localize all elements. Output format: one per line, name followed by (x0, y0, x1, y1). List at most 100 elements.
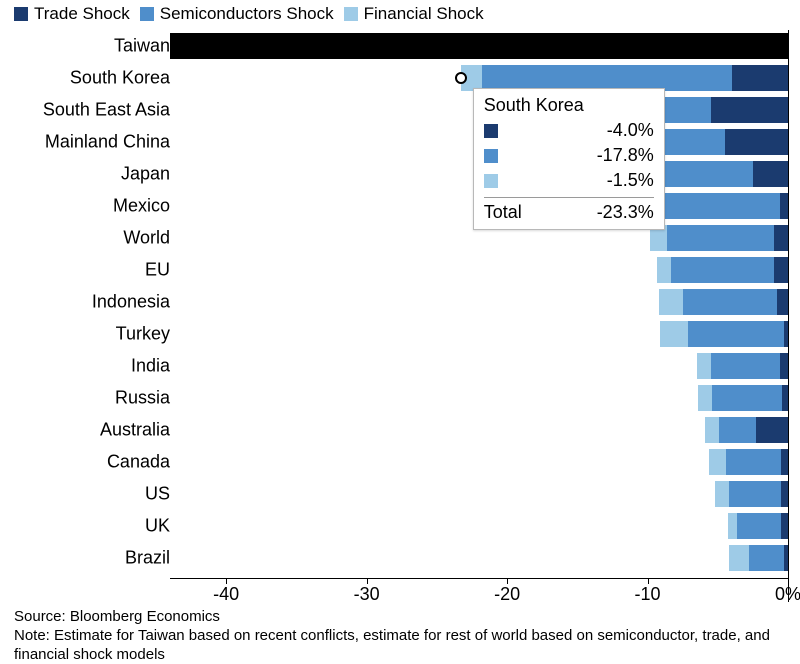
tooltip-swatch (484, 174, 498, 188)
bar-segment-semiconductors[interactable] (711, 353, 780, 379)
legend-label: Financial Shock (364, 4, 484, 24)
bar-segment-trade[interactable] (781, 513, 788, 539)
zero-baseline (788, 30, 789, 602)
tooltip-total: Total -23.3% (474, 198, 664, 229)
category-label: Canada (107, 452, 170, 473)
x-tick-label: -40 (213, 584, 239, 605)
category-label: Mexico (113, 196, 170, 217)
tooltip-title: South Korea (474, 89, 664, 118)
bar-segment-semiconductors[interactable] (683, 289, 777, 315)
bar-segment-financial[interactable] (705, 417, 719, 443)
tooltip-row: -4.0% (474, 118, 664, 143)
plot-area: Taiwan South Korea South East Asia Mainland… (0, 30, 800, 592)
bar-row: South East Asia (0, 94, 800, 126)
bar-row: EU (0, 254, 800, 286)
tooltip-swatch (484, 149, 498, 163)
bar-segment-trade[interactable] (780, 193, 788, 219)
bar-segment-semiconductors[interactable] (719, 417, 756, 443)
bar-segment-semiconductors[interactable] (688, 321, 784, 347)
category-label: EU (145, 260, 170, 281)
bar-row: Australia (0, 414, 800, 446)
bar-row: Mexico (0, 190, 800, 222)
bar-segment-trade[interactable] (711, 97, 788, 123)
bar-segment-semiconductors[interactable] (667, 225, 774, 251)
x-tick-label: -30 (354, 584, 380, 605)
tooltip-box: South Korea-4.0% -17.8% -1.5% Total -23.3% (473, 88, 665, 230)
bar-segment-trade[interactable] (780, 353, 788, 379)
bar-segment-trade[interactable] (756, 417, 788, 443)
bar-segment-trade[interactable] (753, 161, 788, 187)
bar-row: Taiwan (0, 30, 800, 62)
bar-segment-trade[interactable] (732, 65, 788, 91)
bar-segment-trade[interactable] (725, 129, 788, 155)
legend-label: Semiconductors Shock (160, 4, 334, 24)
category-label: Russia (115, 388, 170, 409)
tooltip-value: -1.5% (508, 170, 654, 191)
bar-segment-semiconductors[interactable] (729, 481, 781, 507)
bar-row: South Korea (0, 62, 800, 94)
bar-row: Mainland China (0, 126, 800, 158)
category-label: Taiwan (114, 36, 170, 57)
x-axis-line (170, 578, 788, 579)
bar-row: Russia (0, 382, 800, 414)
x-tick-label: -10 (635, 584, 661, 605)
bar-row: UK (0, 510, 800, 542)
bar-segment-financial[interactable] (729, 545, 749, 571)
bar-segment-financial[interactable] (728, 513, 738, 539)
chart-footer: Source: Bloomberg Economics Note: Estima… (14, 608, 786, 664)
legend-label: Trade Shock (34, 4, 130, 24)
legend-swatch (344, 7, 358, 21)
bar-segment-financial[interactable] (659, 289, 683, 315)
legend-item: Semiconductors Shock (140, 4, 334, 24)
bar-segment-financial[interactable] (660, 321, 688, 347)
legend-item: Financial Shock (344, 4, 484, 24)
bar-segment-semiconductors[interactable] (712, 385, 782, 411)
bar-segment-financial[interactable] (715, 481, 729, 507)
bar-segment-semiconductors[interactable] (671, 257, 774, 283)
tooltip-total-label: Total (484, 202, 522, 223)
category-label: Indonesia (92, 292, 170, 313)
category-label: Japan (121, 164, 170, 185)
tooltip-row: -1.5% (474, 168, 664, 193)
category-label: Brazil (125, 548, 170, 569)
note-line: Note: Estimate for Taiwan based on recen… (14, 627, 786, 664)
tooltip-row: -17.8% (474, 143, 664, 168)
bar-segment-trade[interactable] (781, 481, 788, 507)
bar-segment-financial[interactable] (657, 257, 671, 283)
bar-row: Canada (0, 446, 800, 478)
category-label: World (123, 228, 170, 249)
bar-row: India (0, 350, 800, 382)
category-label: South East Asia (43, 100, 170, 121)
bar-segment-trade[interactable] (774, 225, 788, 251)
category-label: Australia (100, 420, 170, 441)
tooltip-total-value: -23.3% (597, 202, 654, 223)
bar-segment-financial[interactable] (698, 385, 712, 411)
bar-segment-taiwan[interactable] (170, 33, 788, 59)
legend-item: Trade Shock (14, 4, 130, 24)
category-label: India (131, 356, 170, 377)
economic-shock-chart: Trade Shock Semiconductors Shock Financial… (0, 0, 800, 662)
bar-segment-financial[interactable] (697, 353, 711, 379)
bar-segment-trade[interactable] (774, 257, 788, 283)
bar-segment-semiconductors[interactable] (749, 545, 784, 571)
tooltip-value: -17.8% (508, 145, 654, 166)
legend: Trade Shock Semiconductors Shock Financial… (14, 4, 484, 24)
bar-segment-semiconductors[interactable] (737, 513, 781, 539)
legend-swatch (14, 7, 28, 21)
category-label: South Korea (70, 68, 170, 89)
x-tick-label: -20 (494, 584, 520, 605)
bar-segment-trade[interactable] (777, 289, 788, 315)
source-line: Source: Bloomberg Economics (14, 608, 786, 627)
bar-segment-trade[interactable] (781, 449, 788, 475)
bar-segment-semiconductors[interactable] (726, 449, 781, 475)
bar-row: US (0, 478, 800, 510)
category-label: Mainland China (45, 132, 170, 153)
bar-row: Japan (0, 158, 800, 190)
bar-row: Turkey (0, 318, 800, 350)
tooltip-value: -4.0% (508, 120, 654, 141)
bar-segment-financial[interactable] (709, 449, 726, 475)
category-label: US (145, 484, 170, 505)
category-label: Turkey (116, 324, 170, 345)
x-tick-label: 0% (775, 584, 800, 605)
tooltip-marker (455, 72, 467, 84)
